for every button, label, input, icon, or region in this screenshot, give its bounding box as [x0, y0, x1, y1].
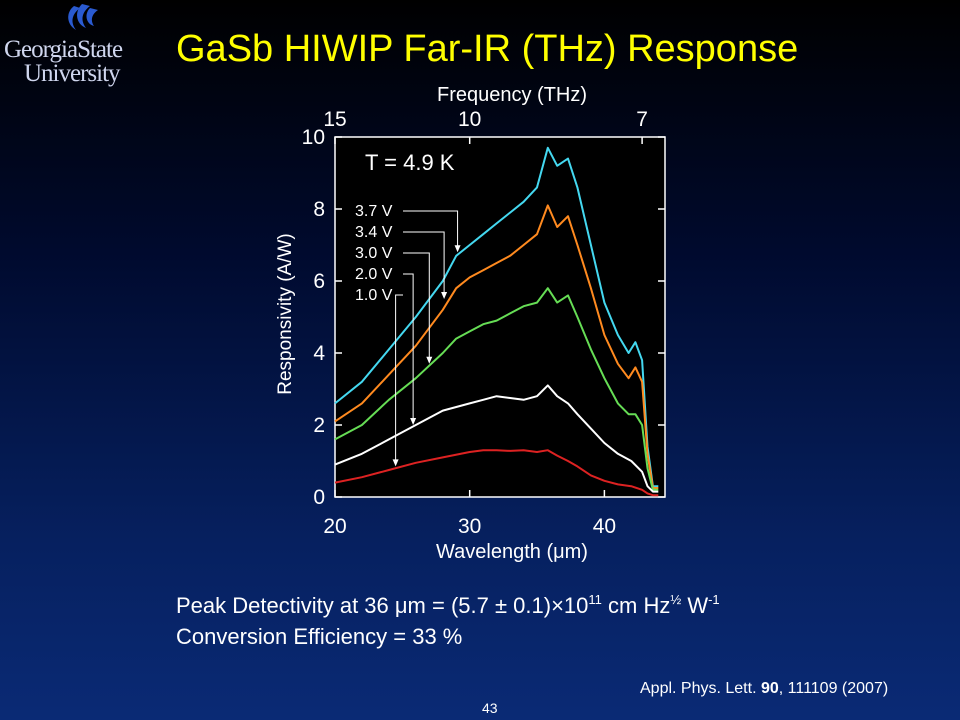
legend-label-1: 3.4 V	[355, 224, 393, 241]
x-tick-label-2: 40	[593, 515, 616, 538]
detectivity-unit: cm Hz	[601, 593, 671, 618]
legend-arrow-line-0	[403, 210, 459, 247]
x2-tick-label-1: 10	[458, 108, 481, 131]
detectivity-text: Peak Detectivity at 36 μm = (5.7 ± 0.1)×…	[176, 592, 720, 619]
temperature-annotation: T = 4.9 K	[365, 150, 455, 175]
y-axis-label: Responsivity (A/W)	[275, 233, 296, 395]
y-tick-label-5: 10	[302, 126, 325, 149]
legend-arrow-line-2	[403, 252, 430, 358]
legend-arrow-line-4	[395, 294, 403, 461]
series-line-1	[334, 204, 659, 489]
series-line-4	[334, 449, 659, 497]
legend-arrow-line-1	[403, 231, 445, 293]
reference-prefix: Appl. Phys. Lett.	[640, 680, 761, 697]
legend-arrowhead-4	[392, 459, 399, 467]
reference-citation: Appl. Phys. Lett. 90, 111109 (2007)	[640, 680, 888, 698]
legend-arrowhead-1	[441, 292, 448, 299]
logo-text-georgia-state: GeorgiaState	[4, 36, 123, 63]
detectivity-half: ½	[670, 592, 682, 607]
reference-volume: 90	[760, 680, 779, 697]
y-tick-label-1: 2	[313, 414, 325, 437]
legend-label-2: 3.0 V	[355, 245, 393, 262]
university-logo	[68, 4, 98, 30]
y-tick-label-2: 4	[313, 342, 325, 365]
x-tick-label-1: 30	[458, 515, 481, 538]
series-line-3	[334, 384, 659, 493]
legend-arrowhead-2	[426, 356, 433, 364]
y-tick-label-0: 0	[313, 486, 325, 509]
logo-text-university: University	[24, 60, 121, 87]
detectivity-exponent: 11	[588, 592, 602, 607]
legend-arrow-line-3	[403, 273, 414, 419]
x-tick-label-0: 20	[323, 515, 346, 538]
series-line-0	[334, 146, 659, 488]
slide-title: GaSb HIWIP Far-IR (THz) Response	[176, 28, 799, 70]
conversion-efficiency-text: Conversion Efficiency = 33 %	[176, 624, 463, 649]
plot-frame	[334, 136, 666, 498]
legend-arrowhead-3	[410, 418, 417, 425]
detectivity-prefix: Peak Detectivity at 36 μm = (5.7 ± 0.1)×…	[176, 593, 589, 618]
x-axis-label: Wavelength (μm)	[436, 541, 588, 563]
series-line-2	[334, 287, 659, 491]
legend-label-3: 2.0 V	[355, 266, 393, 283]
reference-suffix: , 111109 (2007)	[778, 680, 889, 697]
x2-tick-label-0: 15	[323, 108, 346, 131]
detectivity-w-exponent: -1	[708, 592, 720, 607]
legend-arrowhead-0	[454, 245, 461, 253]
page-number: 43	[482, 700, 498, 716]
detectivity-w: W	[681, 593, 709, 618]
legend-label-0: 3.7 V	[355, 203, 393, 220]
y-tick-label-4: 8	[313, 198, 325, 221]
legend-label-4: 1.0 V	[355, 287, 393, 304]
x2-tick-label-2: 7	[636, 108, 648, 131]
y-tick-label-3: 6	[313, 270, 325, 293]
x2-axis-label: Frequency (THz)	[437, 84, 587, 106]
